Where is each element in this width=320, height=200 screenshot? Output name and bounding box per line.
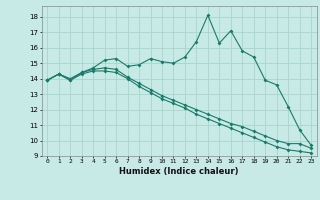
X-axis label: Humidex (Indice chaleur): Humidex (Indice chaleur)	[119, 167, 239, 176]
